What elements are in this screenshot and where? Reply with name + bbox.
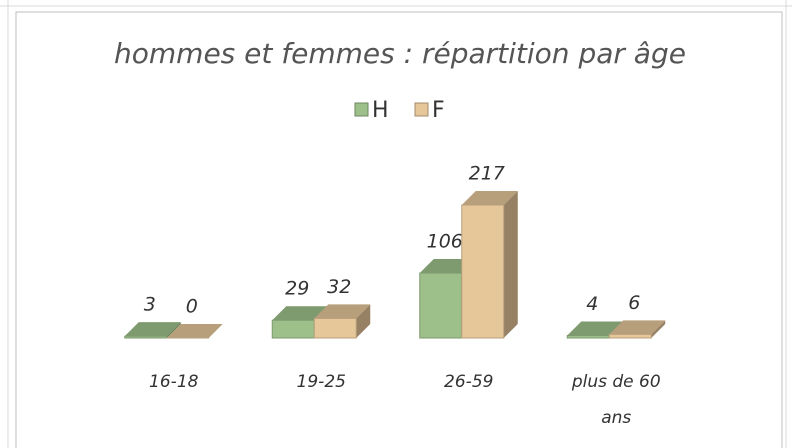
bar-front — [566, 335, 610, 339]
x-tick-label: 26-59 — [444, 372, 494, 392]
bar — [608, 320, 666, 339]
category-text: 16-18 — [149, 372, 199, 392]
bar — [313, 304, 371, 339]
data-label: 4 — [586, 293, 598, 315]
legend-label: H — [372, 98, 389, 123]
x-tick-label: plus de 60 ans — [571, 372, 661, 428]
bar-side — [356, 304, 371, 338]
data-label: 217 — [469, 163, 505, 185]
bar-top — [567, 321, 624, 336]
legend-label: F — [432, 98, 445, 123]
bar-top — [124, 322, 181, 337]
bar — [166, 324, 223, 339]
data-label: 6 — [628, 292, 640, 314]
chart-area — [15, 11, 783, 448]
bar-top — [314, 304, 371, 319]
category-text: 26-59 — [444, 372, 494, 392]
bar-top — [272, 306, 329, 321]
x-tick-label: 19-25 — [296, 372, 346, 392]
bar-front — [124, 335, 168, 339]
bar-front — [461, 204, 505, 339]
bar-side — [503, 191, 518, 338]
data-label: 106 — [427, 231, 463, 253]
data-label: 32 — [327, 276, 351, 298]
bar-front — [608, 333, 652, 339]
bar-front — [313, 317, 357, 339]
bar-side — [651, 320, 666, 338]
bar-front — [271, 319, 315, 339]
legend-swatch — [414, 102, 429, 117]
data-label: 0 — [186, 296, 198, 318]
bar-top — [461, 191, 518, 205]
bar-side — [166, 322, 181, 338]
chart-title: hommes et femmes : répartition par âge — [114, 37, 686, 70]
bar-front — [419, 272, 463, 339]
bar-top — [166, 324, 223, 338]
category-text: 19-25 — [296, 372, 346, 392]
bar-top — [609, 320, 666, 335]
bar — [461, 191, 518, 339]
category-text: plus de 60 ans — [571, 372, 661, 428]
x-tick-label: 16-18 — [149, 372, 199, 392]
data-label: 3 — [144, 294, 156, 316]
bar — [124, 322, 181, 339]
legend-swatch — [354, 102, 369, 117]
data-label: 29 — [285, 278, 309, 300]
